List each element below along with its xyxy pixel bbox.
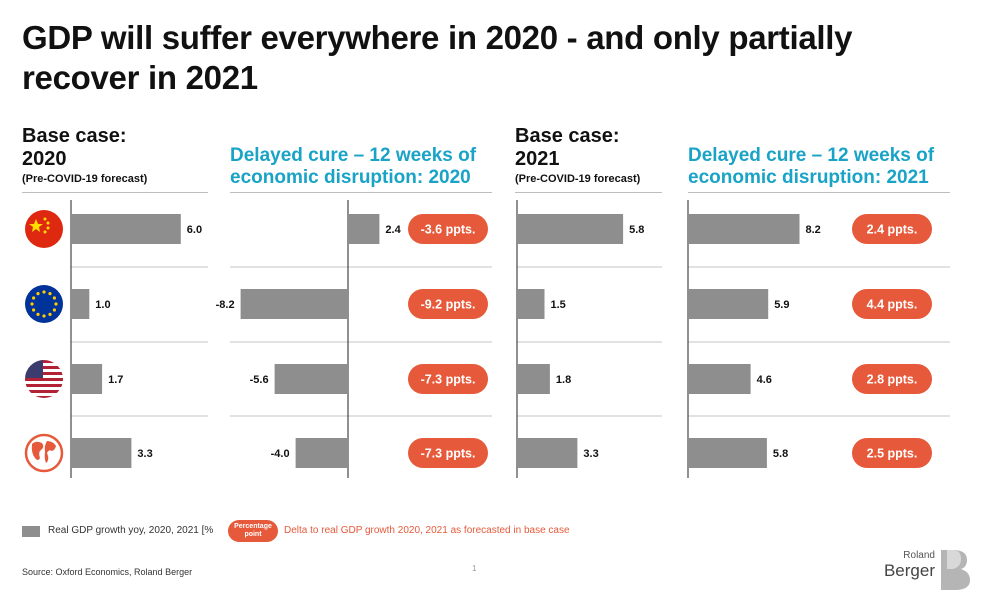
eu-star xyxy=(36,312,40,316)
delta-badge xyxy=(408,214,488,244)
bar-euro-area xyxy=(517,289,545,319)
bar-value-label: -4.0 xyxy=(271,448,290,460)
header-base-2020-line1: Base case: xyxy=(22,125,127,147)
logo-b-mark xyxy=(941,550,970,590)
header-base-2020-line2: 2020 xyxy=(22,148,67,170)
delta-badge-label: -3.6 ppts. xyxy=(421,223,476,237)
header-divider xyxy=(230,192,492,193)
eu-star xyxy=(31,296,36,300)
header-base-2020: Base case: 2020 (Pre-COVID-19 forecast) xyxy=(22,125,147,185)
bar-china xyxy=(517,214,624,244)
delta-badge-label: -7.3 ppts. xyxy=(421,373,476,387)
bar-value-label: 1.5 xyxy=(551,299,566,311)
logo-text-roland: Roland xyxy=(903,550,935,561)
source-note: Source: Oxford Economics, Roland Berger xyxy=(22,567,193,577)
bar-china xyxy=(688,214,800,244)
delta-badge xyxy=(852,438,932,468)
delta-badge xyxy=(852,214,932,244)
eu-star xyxy=(42,314,46,318)
bar-value-label: 3.3 xyxy=(583,448,598,460)
bar-value-label: -8.2 xyxy=(216,299,235,311)
delta-badge xyxy=(852,289,932,319)
header-divider xyxy=(515,192,662,193)
usa-flag-icon xyxy=(25,360,63,398)
eu-star xyxy=(42,290,46,294)
bar-value-label: 5.9 xyxy=(774,299,789,311)
delta-badge xyxy=(852,364,932,394)
eu-star xyxy=(31,308,36,312)
bar-united-states xyxy=(274,364,348,394)
delta-badge xyxy=(408,364,488,394)
roland-berger-logo: Roland Berger xyxy=(878,548,973,592)
legend-delta-pill: Percentage point xyxy=(228,520,278,542)
china-flag-icon xyxy=(25,210,63,248)
bar-value-label: 1.7 xyxy=(108,374,123,386)
bar-world xyxy=(295,438,348,468)
bar-world xyxy=(517,438,578,468)
eu-star xyxy=(54,302,58,306)
bar-euro-area xyxy=(71,289,90,319)
page-number: 1 xyxy=(472,564,477,573)
page-title: GDP will suffer everywhere in 2020 - and… xyxy=(22,19,853,96)
header-base-2021-line2: 2021 xyxy=(515,148,560,170)
logo-text-berger: Berger xyxy=(883,561,935,580)
bar-value-label: 1.8 xyxy=(556,374,571,386)
gdp-chart: 6.0 1.0 1.7 3.3 2.4 -3.6 ppts. -8.2 -9.2 ppts. -… xyxy=(24,200,950,478)
header-base-2021: Base case: 2021 (Pre-COVID-19 forecast) xyxy=(515,125,640,185)
bar-world xyxy=(71,438,132,468)
eu-star xyxy=(52,296,57,300)
bar-value-label: 1.0 xyxy=(95,299,110,311)
bar-value-label: 2.4 xyxy=(385,224,401,236)
bar-euro-area xyxy=(240,289,348,319)
eu-star xyxy=(48,312,52,316)
bar-euro-area xyxy=(688,289,769,319)
delta-badge xyxy=(408,289,488,319)
delta-badge-label: 2.4 ppts. xyxy=(867,223,918,237)
delta-badge-label: -9.2 ppts. xyxy=(421,298,476,312)
eu-star xyxy=(36,292,40,296)
header-delayed-2021-line2: economic disruption: 2021 xyxy=(688,167,929,188)
header-delayed-2021: Delayed cure – 12 weeks of economic disr… xyxy=(688,145,934,189)
bar-china xyxy=(348,214,380,244)
delta-badge-label: -7.3 ppts. xyxy=(421,447,476,461)
bar-value-label: 5.8 xyxy=(773,448,788,460)
header-base-2021-sub: (Pre-COVID-19 forecast) xyxy=(515,173,641,185)
legend-delta-label: Delta to real GDP growth 2020, 2021 as f… xyxy=(284,525,570,536)
header-base-2020-sub: (Pre-COVID-19 forecast) xyxy=(22,173,148,185)
legend-bar-swatch xyxy=(22,526,40,537)
header-delayed-2020-line2: economic disruption: 2020 xyxy=(230,167,471,188)
legend-pill-line2: point xyxy=(244,531,262,538)
legend-pill-line1: Percentage xyxy=(234,523,272,530)
bar-china xyxy=(71,214,181,244)
bar-united-states xyxy=(71,364,103,394)
bar-value-label: -5.6 xyxy=(250,374,269,386)
legend-bar-label: Real GDP growth yoy, 2020, 2021 [% xyxy=(48,525,214,536)
eu-star xyxy=(52,308,57,312)
bar-value-label: 3.3 xyxy=(137,448,152,460)
delta-badge xyxy=(408,438,488,468)
header-delayed-2020: Delayed cure – 12 weeks of economic disr… xyxy=(230,145,476,189)
bar-value-label: 5.8 xyxy=(629,224,644,236)
bar-united-states xyxy=(517,364,550,394)
bar-value-label: 8.2 xyxy=(806,224,821,236)
header-base-2021-line1: Base case: xyxy=(515,125,620,147)
eu-flag-icon xyxy=(25,285,63,323)
delta-badge-label: 2.8 ppts. xyxy=(867,373,918,387)
delta-badge-label: 4.4 ppts. xyxy=(867,298,918,312)
globe-icon xyxy=(24,433,64,473)
bar-value-label: 6.0 xyxy=(187,224,202,236)
bar-world xyxy=(688,438,767,468)
header-delayed-2020-line1: Delayed cure – 12 weeks of xyxy=(230,145,477,166)
bar-value-label: 4.6 xyxy=(757,374,772,386)
header-divider xyxy=(688,192,950,193)
header-delayed-2021-line1: Delayed cure – 12 weeks of xyxy=(688,145,935,166)
header-divider xyxy=(22,192,208,193)
bar-united-states xyxy=(688,364,751,394)
delta-badge-label: 2.5 ppts. xyxy=(867,447,918,461)
eu-star xyxy=(30,302,34,306)
eu-star xyxy=(48,292,52,296)
